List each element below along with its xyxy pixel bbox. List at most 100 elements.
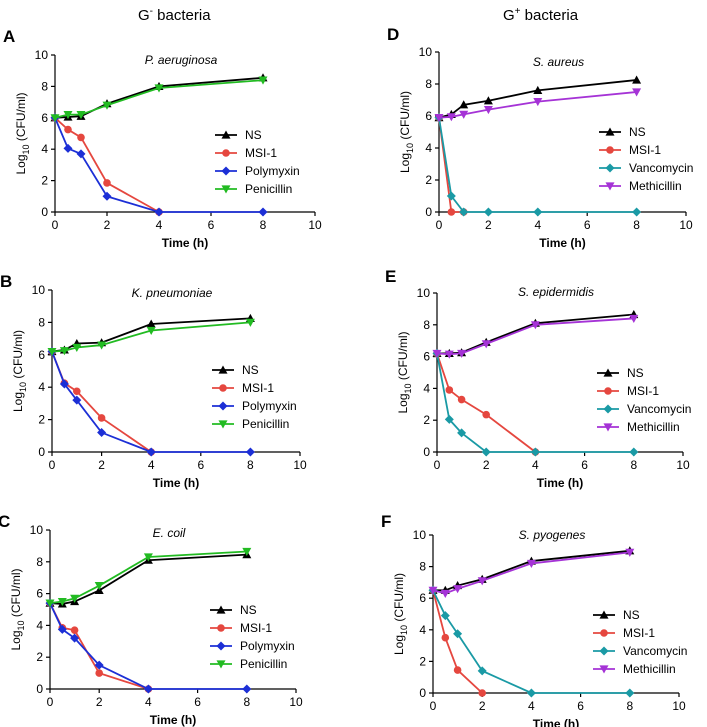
y-tick-label-a: 8 [41, 79, 48, 93]
data-point-f-vancomycin [453, 629, 463, 639]
x-tick-label-a: 2 [104, 218, 111, 232]
x-tick-label-c: 10 [289, 695, 303, 709]
x-tick-label-a: 4 [156, 218, 163, 232]
data-point-c-penicillin [94, 582, 104, 591]
y-tick-label-b: 2 [38, 413, 45, 427]
data-point-e-msi-1 [457, 395, 466, 404]
series-line-e-msi-1 [436, 353, 536, 453]
y-tick-label-c: 4 [36, 618, 43, 632]
panel-letter-e: E [385, 267, 396, 286]
x-tick-label-c: 4 [145, 695, 152, 709]
y-tick-label-d: 2 [425, 173, 432, 187]
data-point-f-msi-1 [441, 633, 450, 642]
data-point-e-methicillin [432, 349, 442, 358]
x-tick-label-f: 10 [672, 699, 686, 713]
y-tick-label-f: 2 [419, 654, 426, 668]
data-point-f-methicillin [440, 589, 450, 598]
panel-letter-a: A [3, 27, 15, 46]
chart-panel-e: E S. epidermidis 0 2 4 6 8 10 0 2 4 6 8 10 Time (h) Log… [385, 267, 691, 490]
data-point-c-polymyxin [94, 660, 104, 670]
legend-label-a-ns: NS [245, 128, 262, 142]
legend-marker-b-polymyxin [218, 401, 228, 411]
data-point-d-vancomycin [446, 191, 456, 201]
data-point-a-msi-1 [103, 179, 111, 187]
legend-label-b-ns: NS [242, 363, 259, 377]
data-point-b-polymyxin [146, 447, 156, 457]
legend-label-e-ns: NS [627, 366, 644, 380]
x-tick-label-f: 4 [528, 699, 535, 713]
x-tick-label-a: 10 [308, 218, 322, 232]
data-point-e-methicillin [530, 321, 540, 330]
x-tick-label-f: 0 [430, 699, 437, 713]
chart-panel-a: A P. aeruginosa 0 2 4 6 8 10 0 2 4 6 8 10 Time (h) Log1… [3, 27, 322, 250]
legend-label-d-msi-1: MSI-1 [629, 143, 661, 157]
data-point-c-penicillin [45, 599, 55, 608]
data-point-f-methicillin [526, 559, 536, 568]
x-tick-label-e: 2 [483, 458, 490, 472]
legend-label-f-methicillin: Methicillin [623, 662, 676, 676]
legend-label-b-polymyxin: Polymyxin [242, 399, 297, 413]
data-point-f-vancomycin [526, 688, 536, 698]
data-point-f-vancomycin [440, 611, 450, 621]
x-tick-label-b: 8 [247, 458, 254, 472]
x-axis-label-b: Time (h) [153, 476, 199, 490]
chart-panel-c: C E. coil 0 2 4 6 8 10 0 2 4 6 8 10 Time (h) Log10 (CFU… [0, 512, 303, 727]
series-line-f-vancomycin [432, 589, 630, 694]
legend-marker-c-penicillin [216, 660, 226, 669]
series-line-e-vancomycin [436, 353, 634, 453]
x-tick-label-d: 4 [534, 218, 541, 232]
legend-marker-d-vancomycin [605, 163, 615, 173]
data-point-e-vancomycin [457, 428, 467, 438]
x-tick-label-d: 0 [436, 218, 443, 232]
legend-marker-a-penicillin [221, 185, 231, 194]
legend-marker-c-ns [216, 605, 226, 614]
legend-label-d-vancomycin: Vancomycin [629, 161, 693, 175]
y-tick-label-a: 4 [41, 142, 48, 156]
data-point-c-polymyxin [143, 684, 153, 694]
data-point-b-penicillin [97, 341, 107, 350]
x-tick-label-c: 2 [96, 695, 103, 709]
legend-marker-e-vancomycin [603, 404, 613, 414]
x-tick-label-d: 6 [584, 218, 591, 232]
y-tick-label-f: 0 [419, 686, 426, 700]
data-point-f-methicillin [625, 548, 635, 557]
data-point-a-polymyxin [63, 143, 73, 153]
data-point-d-methicillin [459, 110, 469, 119]
data-point-e-methicillin [481, 340, 491, 349]
data-point-e-vancomycin [530, 447, 540, 457]
legend-marker-b-msi-1 [219, 384, 227, 392]
data-point-c-penicillin [70, 594, 80, 603]
chart-title-f: S. pyogenes [519, 528, 586, 542]
legend-marker-b-penicillin [218, 420, 228, 429]
x-tick-label-d: 8 [633, 218, 640, 232]
data-point-c-penicillin [57, 597, 67, 607]
x-tick-label-c: 8 [243, 695, 250, 709]
x-tick-label-b: 2 [98, 458, 105, 472]
chart-panel-b: B K. pneumoniae 0 2 4 6 8 10 0 2 4 6 8 10 Time (h) Log1… [0, 272, 307, 490]
legend-label-a-penicillin: Penicillin [245, 182, 292, 196]
chart-title-d: S. aureus [533, 55, 584, 69]
data-point-a-penicillin [76, 111, 86, 120]
panel-letter-c: C [0, 512, 10, 531]
data-point-a-penicillin [154, 84, 164, 93]
legend-label-c-penicillin: Penicillin [240, 657, 287, 671]
chart-title-e: S. epidermidis [518, 285, 594, 299]
data-point-a-polymyxin [258, 207, 268, 217]
x-tick-label-a: 0 [52, 218, 59, 232]
legend-marker-c-msi-1 [217, 624, 225, 632]
x-tick-label-e: 8 [630, 458, 637, 472]
series-line-f-msi-1 [432, 590, 483, 694]
legend-marker-d-msi-1 [606, 146, 614, 154]
legend-label-c-polymyxin: Polymyxin [240, 639, 295, 653]
data-point-c-polymyxin [57, 624, 67, 634]
legend-label-a-polymyxin: Polymyxin [245, 164, 300, 178]
legend-marker-f-ns [599, 610, 609, 619]
y-tick-label-d: 6 [425, 109, 432, 123]
y-tick-label-b: 10 [32, 283, 46, 297]
legend-marker-a-msi-1 [222, 149, 230, 157]
data-point-b-ns [146, 319, 156, 328]
y-axis-label-a: Log10 (CFU/ml) [14, 92, 31, 174]
data-point-d-methicillin [434, 114, 444, 123]
data-point-d-msi-1 [447, 208, 456, 216]
y-tick-label-f: 8 [419, 560, 426, 574]
